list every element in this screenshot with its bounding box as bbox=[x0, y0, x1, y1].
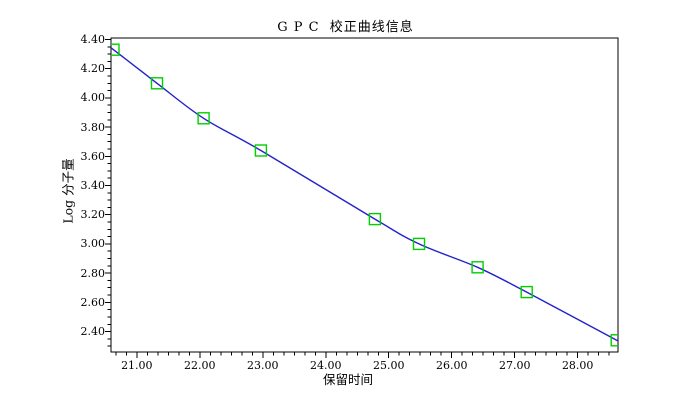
x-tick-label: 22.00 bbox=[184, 359, 216, 372]
fitted-calibration-curve bbox=[111, 46, 618, 342]
calibration-point-marker bbox=[471, 261, 484, 274]
x-tick-label: 25.00 bbox=[372, 359, 405, 372]
calibration-point-marker bbox=[197, 112, 210, 125]
y-tick-label: 3.80 bbox=[80, 120, 106, 134]
x-tick-label: 27.00 bbox=[498, 359, 531, 372]
y-tick-label: 3.60 bbox=[80, 149, 106, 163]
calibration-point-marker bbox=[254, 144, 268, 157]
y-tick-label: 3.20 bbox=[80, 208, 106, 222]
calibration-point-marker bbox=[412, 237, 426, 251]
x-tick-label: 26.00 bbox=[435, 359, 468, 372]
y-axis-title: Log 分子量 bbox=[60, 158, 76, 224]
y-tick-label: 2.80 bbox=[80, 266, 106, 280]
y-tick-label: 4.20 bbox=[80, 62, 106, 76]
chart-title: G P C 校正曲线信息 bbox=[277, 20, 414, 35]
x-axis-title: 保留时间 bbox=[322, 372, 373, 387]
y-tick-label: 4.00 bbox=[80, 91, 106, 105]
calibration-point-marker bbox=[610, 334, 618, 347]
y-tick-label: 4.40 bbox=[80, 32, 106, 46]
x-tick-label: 24.00 bbox=[310, 359, 342, 372]
plot-border bbox=[110, 37, 619, 353]
x-tick-label: 28.00 bbox=[561, 359, 594, 372]
x-tick-label: 23.00 bbox=[247, 359, 279, 372]
calibration-point-marker bbox=[150, 77, 164, 90]
y-tick-label: 2.40 bbox=[80, 325, 106, 339]
calibration-point-marker bbox=[520, 285, 533, 299]
y-tick-label: 3.40 bbox=[80, 179, 106, 192]
calibration-point-marker bbox=[111, 43, 120, 56]
x-tick-label: 21.00 bbox=[121, 359, 153, 372]
calibration-point-marker bbox=[368, 212, 382, 226]
calibration-points bbox=[111, 43, 618, 347]
y-tick-label: 3.00 bbox=[80, 237, 106, 251]
y-tick-label: 2.60 bbox=[80, 295, 106, 309]
